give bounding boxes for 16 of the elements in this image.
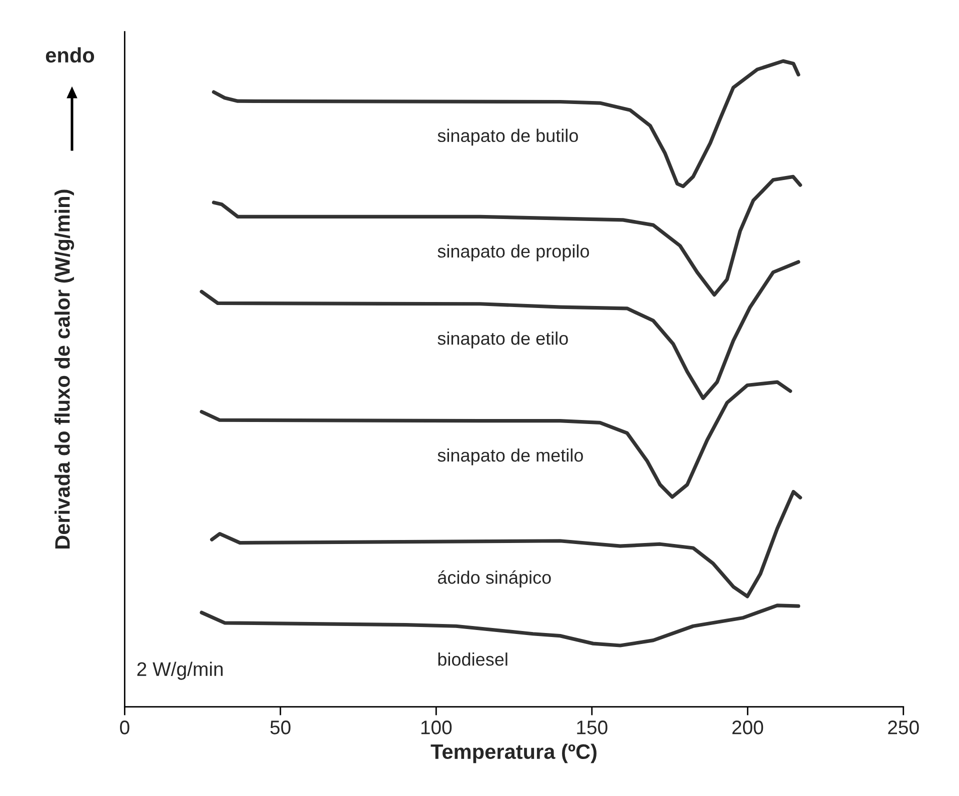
series-label: sinapato de etilo	[438, 332, 568, 348]
text: endo	[46, 47, 94, 63]
series-label: ácido sinápico	[438, 570, 551, 588]
x-tick-label: 250	[888, 720, 919, 734]
annotation: 2 W/g/min	[137, 662, 223, 680]
x-tick-label: 200	[732, 720, 764, 734]
y-axis-title: Derivada do fluxo de calor (W/g/min)	[54, 190, 74, 549]
x-axis-title: Temperatura (ºC)	[430, 744, 596, 764]
x-tick-label: 100	[421, 720, 452, 734]
series-label: sinapato de propilo	[438, 244, 589, 262]
series-label: sinapato de metilo	[438, 448, 583, 466]
x-tick-label: 150	[577, 720, 608, 734]
series-label: biodiesel	[438, 652, 508, 666]
x-tick-label: 50	[270, 720, 290, 734]
series-label: sinapato de butilo	[438, 128, 578, 146]
x-tick-label: 0	[120, 720, 130, 734]
